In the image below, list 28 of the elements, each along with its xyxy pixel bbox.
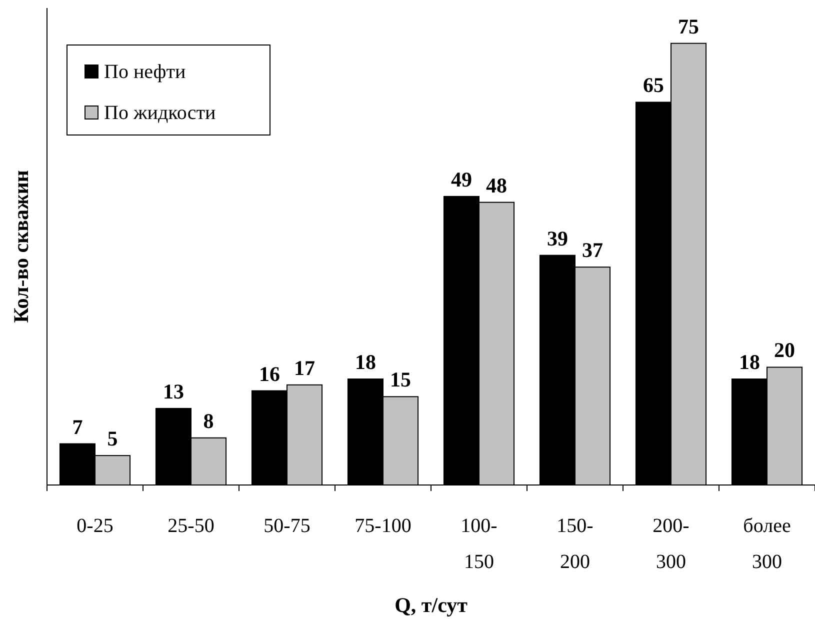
x-tick-label: более 300 xyxy=(743,515,791,573)
data-label: 39 xyxy=(546,226,568,250)
x-tick-label: 75-100 xyxy=(354,515,412,537)
data-label: 65 xyxy=(642,73,664,98)
data-label: 18 xyxy=(738,350,760,374)
data-label: 16 xyxy=(258,362,280,386)
x-tick-label: 150-200 xyxy=(556,515,594,573)
x-tick-label: 50-75 xyxy=(264,515,310,537)
data-label: 5 xyxy=(107,426,118,451)
y-axis-title: Кол-во скважин xyxy=(9,170,33,323)
legend-label: По жидкости xyxy=(104,102,216,124)
data-label: 13 xyxy=(162,379,184,404)
data-label: 17 xyxy=(294,356,316,380)
data-label: 18 xyxy=(354,350,376,374)
data-label: 20 xyxy=(774,338,796,362)
data-label: 15 xyxy=(390,368,412,392)
data-label: 75 xyxy=(678,14,700,38)
data-label: 49 xyxy=(450,167,472,192)
x-tick-label: 200-300 xyxy=(652,515,690,573)
data-label: 7 xyxy=(72,414,83,439)
x-tick-label: 25-50 xyxy=(168,515,214,537)
x-tick-label: 0-25 xyxy=(76,515,114,537)
data-label: 8 xyxy=(203,408,214,433)
data-label: 37 xyxy=(582,238,604,262)
data-label: 48 xyxy=(486,173,508,198)
x-axis-title: Q, т/сут xyxy=(394,593,468,617)
x-tick-label: 100-150 xyxy=(460,515,498,573)
legend-label: По нефти xyxy=(104,61,186,83)
